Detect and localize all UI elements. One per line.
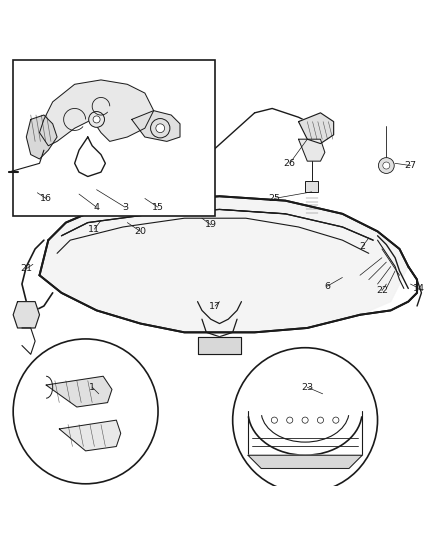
- Text: 20: 20: [134, 227, 146, 236]
- Text: 25: 25: [268, 194, 280, 203]
- Circle shape: [286, 417, 292, 423]
- Text: 19: 19: [204, 220, 216, 229]
- Text: 14: 14: [412, 284, 424, 293]
- Polygon shape: [298, 139, 324, 161]
- Polygon shape: [26, 115, 57, 159]
- Bar: [304, 181, 318, 192]
- Text: 11: 11: [88, 225, 100, 233]
- Polygon shape: [131, 111, 180, 141]
- Text: 27: 27: [403, 161, 416, 170]
- Text: 26: 26: [283, 159, 295, 168]
- Circle shape: [317, 417, 323, 423]
- Bar: [13, 60, 215, 216]
- Polygon shape: [247, 455, 361, 469]
- Text: 1: 1: [89, 383, 95, 392]
- Polygon shape: [59, 420, 120, 451]
- Circle shape: [232, 348, 377, 492]
- Text: 22: 22: [375, 286, 387, 295]
- Text: 21: 21: [20, 264, 32, 273]
- Circle shape: [332, 417, 338, 423]
- Circle shape: [150, 118, 170, 138]
- Polygon shape: [298, 113, 333, 143]
- Text: 23: 23: [300, 383, 313, 392]
- Text: 15: 15: [152, 203, 164, 212]
- Polygon shape: [39, 80, 153, 146]
- Text: 2: 2: [358, 242, 364, 251]
- Text: 16: 16: [40, 194, 52, 203]
- Text: 3: 3: [122, 203, 128, 212]
- Text: 6: 6: [323, 282, 329, 291]
- Circle shape: [382, 162, 389, 169]
- Polygon shape: [13, 302, 39, 328]
- Polygon shape: [39, 196, 407, 333]
- Circle shape: [271, 417, 277, 423]
- Circle shape: [301, 417, 307, 423]
- Circle shape: [88, 111, 104, 127]
- Text: 4: 4: [93, 203, 99, 212]
- Circle shape: [155, 124, 164, 133]
- Circle shape: [13, 339, 158, 484]
- Circle shape: [93, 116, 100, 123]
- Polygon shape: [46, 376, 112, 407]
- Polygon shape: [197, 337, 241, 354]
- Circle shape: [378, 158, 393, 173]
- Text: 17: 17: [208, 302, 221, 311]
